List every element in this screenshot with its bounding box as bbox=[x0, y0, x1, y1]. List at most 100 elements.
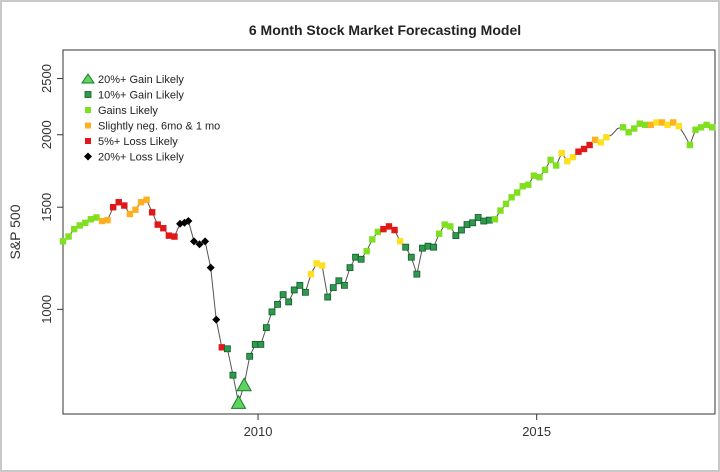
data-point bbox=[65, 233, 72, 240]
data-point bbox=[263, 324, 270, 332]
data-point bbox=[82, 219, 89, 226]
data-point bbox=[352, 253, 359, 261]
legend: 20%+ Gain Likely 10%+ Gain Likely Gains Li… bbox=[81, 73, 220, 164]
data-point bbox=[148, 209, 156, 216]
data-point bbox=[502, 200, 510, 208]
y-axis-label: S&P 500 bbox=[7, 204, 23, 259]
data-point bbox=[658, 119, 666, 126]
data-point bbox=[396, 238, 404, 245]
data-point bbox=[564, 158, 571, 165]
data-point bbox=[569, 153, 577, 161]
data-point bbox=[413, 270, 421, 278]
data-point bbox=[171, 233, 178, 240]
data-point bbox=[296, 281, 304, 289]
data-point bbox=[329, 284, 337, 292]
data-point bbox=[154, 221, 161, 228]
data-point bbox=[586, 141, 593, 149]
data-point bbox=[302, 288, 309, 296]
y-tick-label: 1000 bbox=[39, 295, 54, 324]
data-point bbox=[458, 226, 465, 234]
data-point bbox=[508, 194, 515, 201]
data-point bbox=[212, 315, 221, 324]
data-point bbox=[109, 204, 117, 211]
data-point bbox=[121, 202, 128, 209]
data-point bbox=[357, 255, 365, 263]
data-point bbox=[369, 236, 376, 243]
legend-label: Gains Likely bbox=[98, 105, 158, 117]
data-point bbox=[463, 221, 471, 228]
data-point bbox=[525, 181, 532, 188]
data-point bbox=[285, 298, 293, 306]
data-point bbox=[480, 217, 488, 225]
legend-marker bbox=[85, 138, 91, 144]
legend-label: Slightly neg. 6mo & 1 mo bbox=[98, 121, 220, 133]
data-point bbox=[218, 344, 226, 351]
legend-marker bbox=[85, 107, 91, 113]
data-point bbox=[452, 232, 460, 240]
y-tick-label: 2500 bbox=[39, 64, 54, 93]
data-point bbox=[363, 247, 370, 255]
data-point bbox=[530, 172, 538, 179]
data-point bbox=[474, 214, 482, 221]
legend-marker bbox=[84, 152, 92, 161]
data-point bbox=[257, 341, 265, 348]
data-point bbox=[603, 134, 610, 141]
data-point bbox=[552, 162, 560, 169]
data-point bbox=[558, 149, 565, 157]
data-point bbox=[279, 291, 287, 299]
data-point bbox=[519, 183, 526, 190]
data-point bbox=[313, 260, 320, 267]
data-point bbox=[597, 139, 604, 146]
data-point bbox=[98, 217, 106, 225]
data-point bbox=[591, 136, 599, 144]
data-point bbox=[137, 199, 145, 206]
data-point bbox=[653, 119, 660, 126]
axes: 2010 2015 1000 1500 2000 2500 bbox=[39, 64, 551, 439]
data-point bbox=[407, 253, 415, 261]
data-point bbox=[126, 210, 134, 218]
data-point bbox=[686, 141, 694, 149]
legend-marker bbox=[81, 73, 95, 84]
data-point bbox=[619, 124, 627, 131]
data-point bbox=[630, 125, 638, 132]
data-point bbox=[709, 124, 716, 131]
data-point bbox=[201, 237, 210, 246]
legend-marker bbox=[85, 122, 91, 129]
data-point bbox=[236, 377, 252, 392]
data-point bbox=[575, 148, 582, 155]
legend-marker bbox=[84, 91, 92, 98]
legend-label: 10%+ Gain Likely bbox=[98, 90, 184, 102]
data-point bbox=[341, 281, 348, 289]
legend-label: 5%+ Loss Likely bbox=[98, 136, 178, 148]
data-point bbox=[104, 216, 111, 224]
data-point bbox=[229, 371, 237, 379]
data-point bbox=[230, 394, 247, 409]
data-point bbox=[246, 352, 254, 360]
data-point bbox=[430, 243, 437, 251]
data-point bbox=[206, 263, 215, 272]
data-point bbox=[70, 225, 78, 233]
data-point bbox=[536, 173, 543, 181]
data-point bbox=[165, 232, 173, 239]
data-point bbox=[447, 223, 454, 230]
data-point bbox=[290, 286, 298, 294]
data-point bbox=[374, 228, 382, 236]
data-point bbox=[703, 121, 710, 129]
data-point bbox=[391, 226, 398, 234]
data-point bbox=[143, 196, 150, 203]
data-point bbox=[59, 238, 67, 245]
data-point bbox=[513, 189, 521, 196]
data-point bbox=[160, 225, 167, 232]
data-point bbox=[223, 345, 231, 353]
data-point bbox=[132, 206, 139, 213]
data-point bbox=[87, 216, 95, 223]
legend-label: 20%+ Gain Likely bbox=[98, 74, 184, 86]
data-point bbox=[642, 121, 649, 129]
data-point bbox=[385, 223, 393, 230]
plot-area bbox=[62, 49, 716, 415]
x-tick-label: 2015 bbox=[522, 424, 551, 439]
data-point bbox=[189, 237, 198, 246]
data-point bbox=[307, 270, 315, 278]
